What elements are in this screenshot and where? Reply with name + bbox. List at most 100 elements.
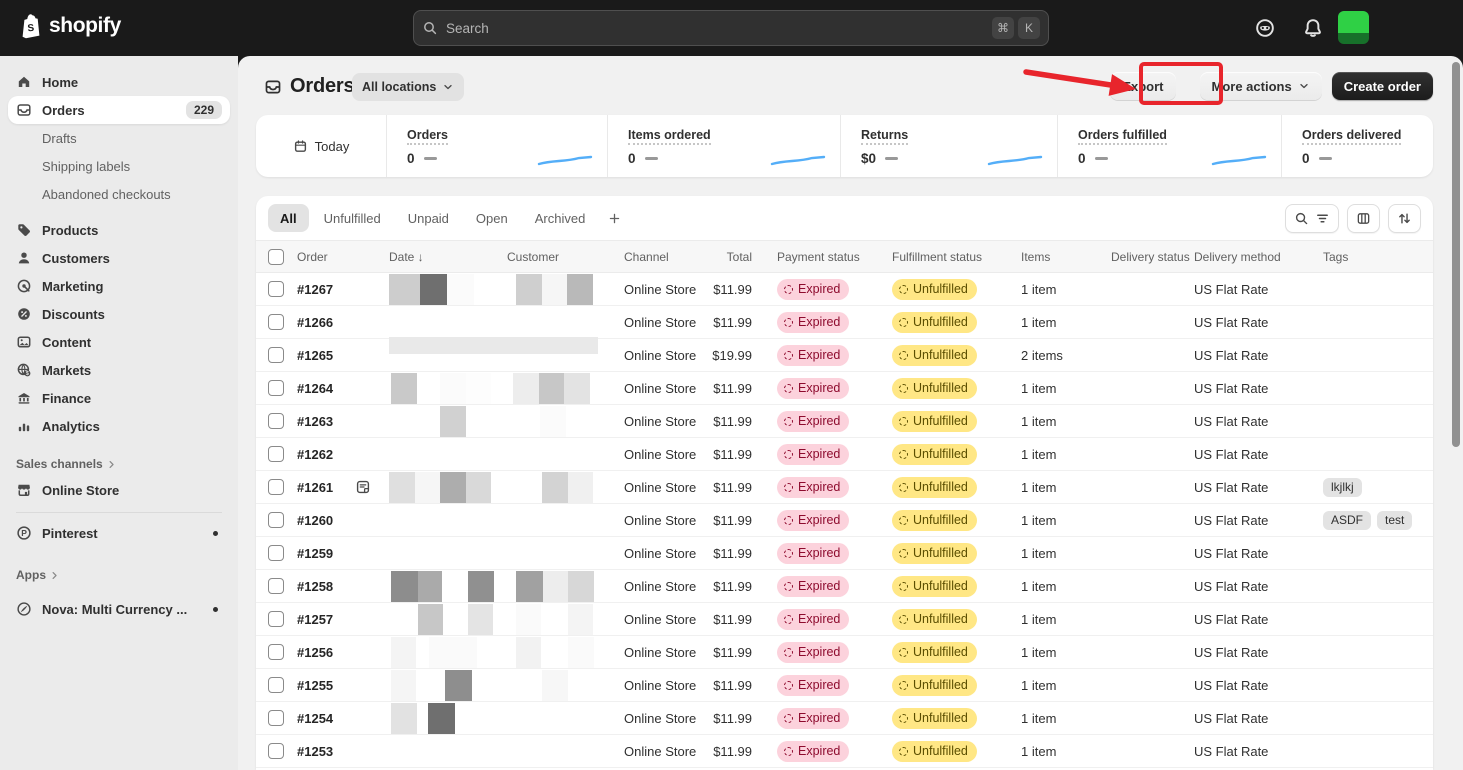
table-row[interactable]: #1263 Online Store $11.99 Expired Unfulfille… <box>256 405 1433 438</box>
table-row[interactable]: #1261 Online Store $11.99 Expired Unfulfille… <box>256 471 1433 504</box>
row-checkbox[interactable] <box>268 644 284 660</box>
row-checkbox[interactable] <box>268 677 284 693</box>
location-filter-button[interactable]: All locations <box>352 73 465 101</box>
table-row[interactable]: #1255 Online Store $11.99 Expired Unfulfille… <box>256 669 1433 702</box>
sidebar-item-finance[interactable]: Finance <box>8 384 230 412</box>
create-order-button[interactable]: Create order <box>1331 72 1433 100</box>
sidebar-item-pinterest[interactable]: P Pinterest <box>8 519 230 547</box>
row-checkbox[interactable] <box>268 545 284 561</box>
notifications-bell-icon[interactable] <box>1302 17 1324 39</box>
row-checkbox[interactable] <box>268 413 284 429</box>
row-checkbox[interactable] <box>268 479 284 495</box>
metric-returns[interactable]: Returns $0 <box>840 115 1057 177</box>
column-header-delivery_method[interactable]: Delivery method <box>1194 249 1281 264</box>
more-actions-button[interactable]: More actions <box>1199 72 1322 100</box>
metric-items-ordered[interactable]: Items ordered 0 <box>607 115 840 177</box>
sidebar-item-drafts[interactable]: Drafts <box>8 124 230 152</box>
table-row[interactable]: #1256 Online Store $11.99 Expired Unfulfille… <box>256 636 1433 669</box>
column-header-items[interactable]: Items <box>1021 249 1051 264</box>
search-input[interactable] <box>446 20 988 36</box>
metric-orders-delivered[interactable]: Orders delivered 0 <box>1281 115 1433 177</box>
search-and-filter-button[interactable] <box>1285 204 1339 233</box>
sort-button[interactable] <box>1388 204 1421 233</box>
column-header-payment_status[interactable]: Payment status <box>777 249 860 264</box>
edit-columns-button[interactable] <box>1347 204 1380 233</box>
row-checkbox[interactable] <box>268 380 284 396</box>
table-row[interactable]: #1257 Online Store $11.99 Expired Unfulfille… <box>256 603 1433 636</box>
sidebar-item-shipping-labels[interactable]: Shipping labels <box>8 152 230 180</box>
row-checkbox[interactable] <box>268 743 284 759</box>
store-avatar[interactable] <box>1338 11 1369 44</box>
tab-archived[interactable]: Archived <box>523 204 598 232</box>
cell-cb[interactable] <box>268 405 286 437</box>
sidebar-item-nova[interactable]: Nova: Multi Currency ... <box>8 595 230 623</box>
cell-cb[interactable] <box>268 636 286 668</box>
table-row[interactable]: #1259 Online Store $11.99 Expired Unfulfille… <box>256 537 1433 570</box>
column-header-delivery_status[interactable]: Delivery status <box>1111 249 1190 264</box>
cell-cb[interactable] <box>268 339 286 371</box>
cell-cb[interactable] <box>268 570 286 602</box>
cell-cb[interactable] <box>268 471 286 503</box>
order-note-icon[interactable] <box>355 479 371 495</box>
sidebar-item-home[interactable]: Home <box>8 68 230 96</box>
sidebar-item-orders[interactable]: Orders 229 <box>8 96 230 124</box>
table-row[interactable]: #1266 Online Store $11.99 Expired Unfulfille… <box>256 306 1433 339</box>
sidebar-item-products[interactable]: Products <box>8 216 230 244</box>
global-search[interactable]: ⌘ K <box>413 10 1049 46</box>
column-header-fulfillment_status[interactable]: Fulfillment status <box>892 249 983 264</box>
export-button[interactable]: Export <box>1110 72 1176 100</box>
shopify-logo[interactable]: S shopify <box>18 12 121 40</box>
column-header-customer[interactable]: Customer <box>507 249 560 264</box>
metric-orders[interactable]: Orders 0 <box>386 115 607 177</box>
row-checkbox[interactable] <box>268 347 284 363</box>
sidebar-item-marketing[interactable]: Marketing <box>8 272 230 300</box>
cell-cb[interactable] <box>268 438 286 470</box>
table-row[interactable]: #1264 Online Store $11.99 Expired Unfulfille… <box>256 372 1433 405</box>
metric-orders-fulfilled[interactable]: Orders fulfilled 0 <box>1057 115 1281 177</box>
cell-cb[interactable] <box>268 273 286 305</box>
cell-cb[interactable] <box>268 306 286 338</box>
sidebar-item-online-store[interactable]: Online Store <box>8 476 230 504</box>
date-range-button[interactable]: Today <box>256 115 386 177</box>
sidebar-item-content[interactable]: Content <box>8 328 230 356</box>
column-header-order[interactable]: Order <box>297 249 328 264</box>
row-checkbox[interactable] <box>268 446 284 462</box>
row-checkbox[interactable] <box>268 512 284 528</box>
sidebar-section-sales-channels[interactable]: Sales channels <box>8 452 230 476</box>
row-checkbox[interactable] <box>268 710 284 726</box>
table-row[interactable]: #1254 Online Store $11.99 Expired Unfulfille… <box>256 702 1433 735</box>
select-all-checkbox[interactable] <box>268 241 286 272</box>
tab-open[interactable]: Open <box>464 204 520 232</box>
add-view-button[interactable] <box>600 204 628 232</box>
checkbox[interactable] <box>268 248 284 265</box>
tab-all[interactable]: All <box>268 204 309 232</box>
sidebar-item-discounts[interactable]: Discounts <box>8 300 230 328</box>
cell-cb[interactable] <box>268 669 286 701</box>
column-header-channel[interactable]: Channel <box>624 249 669 264</box>
table-row[interactable]: #1265 Online Store $19.99 Expired Unfulfille… <box>256 339 1433 372</box>
row-checkbox[interactable] <box>268 314 284 330</box>
sidebar-item-abandoned-checkouts[interactable]: Abandoned checkouts <box>8 180 230 208</box>
row-checkbox[interactable] <box>268 611 284 627</box>
tab-unfulfilled[interactable]: Unfulfilled <box>312 204 393 232</box>
tab-unpaid[interactable]: Unpaid <box>396 204 461 232</box>
cell-cb[interactable] <box>268 603 286 635</box>
table-row[interactable]: #1267 Online Store $11.99 Expired Unfulfille… <box>256 273 1433 306</box>
cell-cb[interactable] <box>268 372 286 404</box>
column-header-tags[interactable]: Tags <box>1323 249 1349 264</box>
sidebar-item-markets[interactable]: $ Markets <box>8 356 230 384</box>
cell-cb[interactable] <box>268 702 286 734</box>
sidebar-item-customers[interactable]: Customers <box>8 244 230 272</box>
table-row[interactable]: #1262 Online Store $11.99 Expired Unfulfille… <box>256 438 1433 471</box>
row-checkbox[interactable] <box>268 281 284 297</box>
sidebar-section-apps[interactable]: Apps <box>8 563 230 587</box>
column-header-date[interactable]: Date ↓ <box>389 249 424 264</box>
column-header-total[interactable]: Total <box>726 249 752 264</box>
table-row[interactable]: #1253 Online Store $11.99 Expired Unfulfille… <box>256 735 1433 768</box>
cell-cb[interactable] <box>268 735 286 767</box>
sidekick-assistant-icon[interactable] <box>1254 17 1276 39</box>
sidebar-item-analytics[interactable]: Analytics <box>8 412 230 440</box>
vertical-scrollbar[interactable] <box>1452 62 1460 447</box>
cell-cb[interactable] <box>268 537 286 569</box>
table-row[interactable]: #1258 Online Store $11.99 Expired Unfulfille… <box>256 570 1433 603</box>
